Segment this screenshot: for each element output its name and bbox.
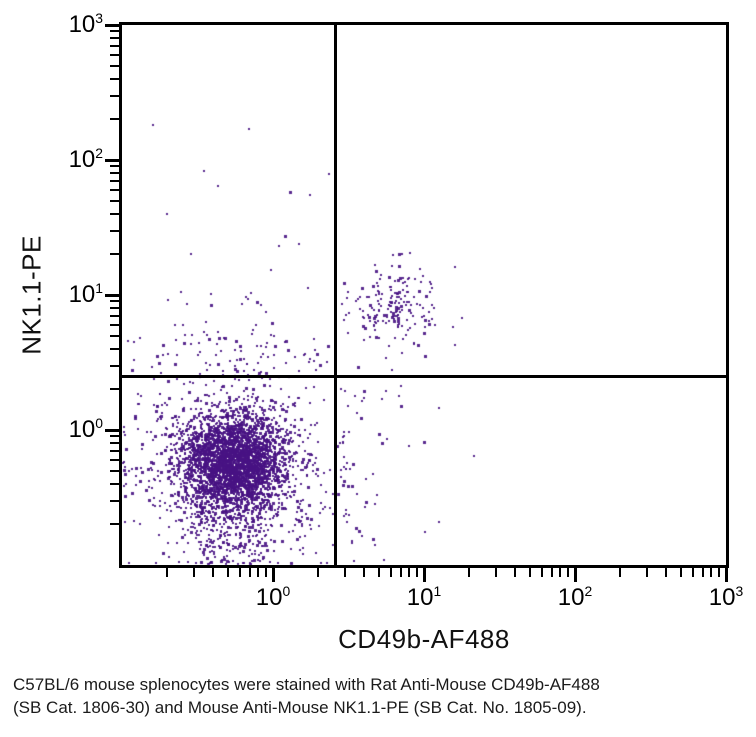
y-minor-tick	[110, 482, 119, 485]
x-minor-tick	[257, 568, 260, 577]
y-minor-tick	[110, 388, 119, 391]
caption-line-1: C57BL/6 mouse splenocytes were stained w…	[13, 675, 600, 694]
y-tick-label-10²: 102	[68, 145, 103, 173]
y-minor-tick	[110, 300, 119, 303]
x-minor-tick	[399, 568, 402, 577]
x-axis-title: CD49b-AF488	[338, 624, 510, 654]
y-minor-tick	[110, 53, 119, 56]
caption-line-2: (SB Cat. 1806-30) and Mouse Anti-Mouse N…	[13, 698, 587, 717]
y-minor-tick	[110, 30, 119, 33]
y-minor-tick	[110, 77, 119, 80]
x-tick-label-10¹: 101	[406, 583, 442, 611]
x-minor-tick	[317, 568, 320, 577]
x-minor-tick	[211, 568, 214, 577]
x-minor-tick	[691, 568, 694, 577]
y-minor-tick	[110, 179, 119, 182]
y-minor-tick	[110, 469, 119, 472]
x-minor-tick	[248, 568, 251, 577]
y-minor-tick	[110, 523, 119, 526]
y-minor-tick	[110, 347, 119, 350]
x-major-tick-1e3	[724, 568, 728, 582]
y-minor-tick	[110, 334, 119, 337]
x-minor-tick	[468, 568, 471, 577]
y-minor-tick	[110, 364, 119, 367]
x-minor-tick	[679, 568, 682, 577]
x-minor-tick	[265, 568, 268, 577]
x-minor-tick	[495, 568, 498, 577]
x-tick-label-10²: 102	[557, 583, 593, 611]
y-minor-tick	[110, 307, 119, 310]
x-minor-tick	[344, 568, 347, 577]
y-minor-tick	[110, 442, 119, 445]
y-minor-tick	[110, 94, 119, 97]
y-major-tick-1e2	[105, 158, 119, 162]
x-minor-tick	[567, 568, 570, 577]
y-major-tick-1e3	[105, 23, 119, 27]
x-minor-tick	[710, 568, 713, 577]
x-minor-tick	[540, 568, 543, 577]
quadrant-gate-vertical	[334, 22, 338, 568]
y-tick-label-10⁰: 100	[68, 415, 103, 443]
y-tick-label-10³: 103	[68, 10, 103, 38]
y-minor-tick	[110, 188, 119, 191]
quadrant-gate-horizontal	[119, 374, 729, 378]
x-minor-tick	[528, 568, 531, 577]
y-minor-tick	[110, 165, 119, 168]
x-major-tick-1e2	[573, 568, 577, 582]
y-minor-tick	[110, 44, 119, 47]
y-minor-tick	[110, 37, 119, 40]
x-minor-tick	[193, 568, 196, 577]
y-minor-tick	[110, 253, 119, 256]
x-major-tick-1e1	[422, 568, 426, 582]
x-minor-tick	[238, 568, 241, 577]
x-minor-tick	[362, 568, 365, 577]
y-minor-tick	[110, 229, 119, 232]
x-major-tick-1e0	[271, 568, 275, 582]
x-minor-tick	[646, 568, 649, 577]
y-minor-tick	[110, 314, 119, 317]
y-minor-tick	[110, 64, 119, 67]
x-minor-tick	[559, 568, 562, 577]
y-major-tick-1e1	[105, 293, 119, 297]
figure-caption: C57BL/6 mouse splenocytes were stained w…	[13, 673, 743, 719]
x-minor-tick	[550, 568, 553, 577]
y-minor-tick	[110, 323, 119, 326]
x-minor-tick	[619, 568, 622, 577]
y-minor-tick	[110, 118, 119, 121]
x-minor-tick	[718, 568, 721, 577]
y-tick-label-10¹: 101	[68, 280, 103, 308]
x-minor-tick	[664, 568, 667, 577]
x-minor-tick	[226, 568, 229, 577]
y-minor-tick	[110, 449, 119, 452]
x-minor-tick	[389, 568, 392, 577]
x-minor-tick	[166, 568, 169, 577]
x-minor-tick	[701, 568, 704, 577]
y-minor-tick	[110, 199, 119, 202]
y-major-tick-1e0	[105, 428, 119, 432]
y-minor-tick	[110, 172, 119, 175]
y-minor-tick	[110, 212, 119, 215]
x-minor-tick	[408, 568, 411, 577]
x-minor-tick	[416, 568, 419, 577]
y-minor-tick	[110, 435, 119, 438]
x-minor-tick	[513, 568, 516, 577]
y-minor-tick	[110, 499, 119, 502]
x-minor-tick	[377, 568, 380, 577]
y-minor-tick	[110, 458, 119, 461]
y-axis-title: NK1.1-PE	[16, 235, 47, 355]
x-tick-label-10³: 103	[708, 583, 744, 611]
x-tick-label-10⁰: 100	[255, 583, 291, 611]
